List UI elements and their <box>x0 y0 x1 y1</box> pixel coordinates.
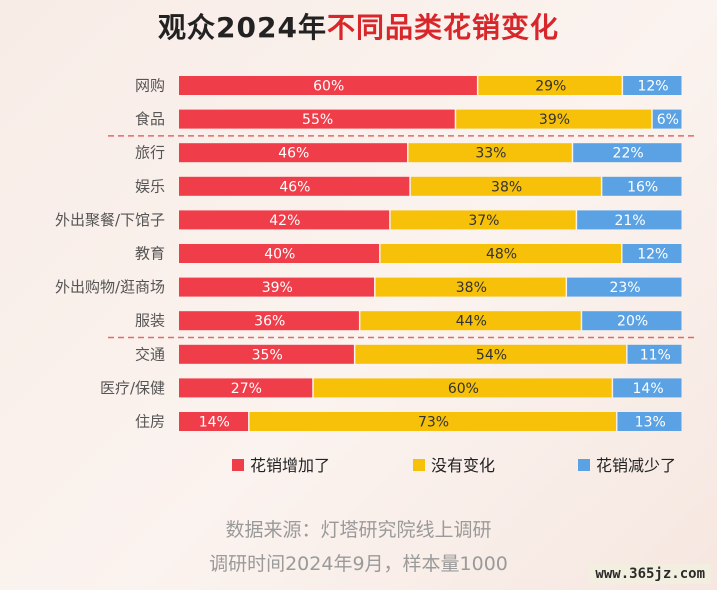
data-label: 14% <box>633 381 664 397</box>
data-label: 12% <box>637 247 668 263</box>
data-label: 48% <box>486 247 517 263</box>
bar-segment <box>380 244 622 263</box>
bar-segment <box>582 311 682 331</box>
title-prefix: 观众2024年 <box>158 11 327 44</box>
title-highlight: 不同品类花销变化 <box>326 11 559 44</box>
bar-segment <box>478 76 622 95</box>
bar-segment <box>179 76 477 95</box>
data-label: 21% <box>615 213 646 229</box>
bar-segment <box>617 412 682 431</box>
bar-segment <box>613 378 682 398</box>
data-label: 55% <box>302 112 333 128</box>
bar-segment <box>652 109 682 129</box>
category-label: 外出聚餐/下馆子 <box>55 211 165 229</box>
data-label: 14% <box>199 415 230 431</box>
bar-segment <box>179 277 375 297</box>
data-label: 54% <box>476 347 507 363</box>
bar-segment <box>602 176 682 196</box>
data-label: 73% <box>418 415 449 431</box>
bar-segment <box>179 244 380 263</box>
bar-segment <box>249 412 616 431</box>
category-label: 娱乐 <box>135 177 165 195</box>
data-label: 6% <box>657 112 679 128</box>
data-label: 40% <box>264 247 295 263</box>
source-note: 数据来源：灯塔研究院线上调研 <box>225 519 492 541</box>
data-label: 16% <box>627 179 658 195</box>
category-label: 交通 <box>135 345 165 363</box>
bar-segment <box>456 109 652 129</box>
watermark: www.365jz.com <box>589 564 711 584</box>
legend-label: 花销减少了 <box>596 456 676 475</box>
legend-swatch <box>232 459 244 471</box>
legend-swatch <box>413 459 425 471</box>
data-label: 39% <box>539 112 570 128</box>
data-label: 39% <box>262 280 293 296</box>
category-label: 网购 <box>135 77 165 95</box>
stacked-bar-chart: 网购 60% 29% 12% 食品 55% 39% 6% 旅行 46% 33% 22% 娱乐 46% 38%… <box>55 76 695 475</box>
category-label: 食品 <box>135 110 165 128</box>
bar-segment <box>179 412 249 431</box>
data-label: 42% <box>269 213 300 229</box>
bar-segment <box>577 210 682 230</box>
data-label: 22% <box>613 146 644 162</box>
bar-segment <box>179 344 354 364</box>
data-label: 60% <box>313 79 344 95</box>
category-label: 外出购物/逛商场 <box>55 278 165 296</box>
bar-segment <box>179 210 390 230</box>
data-label: 11% <box>640 347 671 363</box>
data-label: 38% <box>456 280 487 296</box>
data-label: 35% <box>252 347 283 363</box>
legend-label: 花销增加了 <box>250 456 330 475</box>
category-label: 旅行 <box>135 144 165 162</box>
bar-segment <box>567 277 682 297</box>
bar-segment <box>179 109 455 129</box>
category-label: 教育 <box>135 245 165 263</box>
bar-segment <box>573 143 682 163</box>
bar-segment <box>355 344 627 364</box>
data-label: 46% <box>279 179 310 195</box>
chart-title: 观众2024年不同品类花销变化 <box>0 6 717 46</box>
category-label: 医疗/保健 <box>100 379 165 397</box>
bar-segment <box>179 311 359 331</box>
bar-segment <box>623 76 682 95</box>
bar-segment <box>390 210 576 230</box>
data-label: 27% <box>231 381 262 397</box>
data-label: 36% <box>254 314 285 330</box>
bar-segment <box>179 378 313 398</box>
category-label: 住房 <box>135 413 165 431</box>
data-label: 38% <box>491 179 522 195</box>
bar-segment <box>375 277 566 297</box>
category-label: 服装 <box>135 312 165 330</box>
data-label: 13% <box>635 415 666 431</box>
data-label: 46% <box>278 146 309 162</box>
bar-segment <box>627 344 682 364</box>
data-label: 37% <box>468 213 499 229</box>
data-label: 60% <box>448 381 479 397</box>
data-label: 20% <box>617 314 648 330</box>
data-label: 12% <box>637 79 668 95</box>
data-label: 29% <box>535 79 566 95</box>
survey-note: 调研时间2024年9月，样本量1000 <box>209 553 508 575</box>
legend-label: 没有变化 <box>431 456 495 475</box>
bar-segment <box>179 143 408 163</box>
bar-segment <box>313 378 612 398</box>
bar-segment <box>410 176 601 196</box>
bar-segment <box>408 143 572 163</box>
bar-segment <box>179 176 410 196</box>
data-label: 33% <box>475 146 506 162</box>
bar-segment <box>622 244 682 263</box>
legend-swatch <box>578 459 590 471</box>
data-label: 23% <box>609 280 640 296</box>
data-label: 44% <box>456 314 487 330</box>
bar-segment <box>360 311 581 331</box>
